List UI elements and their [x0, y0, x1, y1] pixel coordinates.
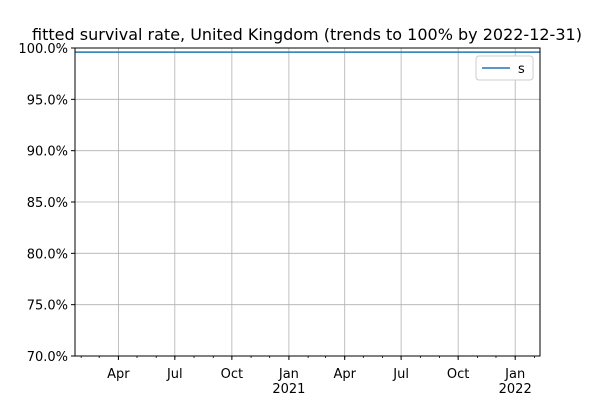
y-tick-label: 75.0% [27, 299, 68, 314]
x-tick-label: Jul [166, 367, 183, 382]
y-tick-label: 70.0% [27, 350, 68, 365]
legend-label-s: s [518, 62, 525, 77]
x-tick-label: Oct [221, 367, 243, 382]
x-tick-label: Jul [392, 367, 409, 382]
grid [75, 47, 540, 357]
x-tick-year-label: 2021 [272, 382, 305, 397]
y-tick-label: 95.0% [27, 93, 68, 108]
y-tick-label: 80.0% [27, 247, 68, 262]
y-axis: 70.0% 75.0% 80.0% 85.0% 90.0% 95.0% 100.0% [18, 42, 75, 365]
y-tick-label: 85.0% [27, 196, 68, 211]
x-tick-label: Jan [278, 367, 299, 382]
y-tick-label: 90.0% [27, 145, 68, 160]
chart-title: fitted survival rate, United Kingdom (tr… [32, 25, 582, 44]
x-tick-label: Oct [447, 367, 469, 382]
legend: s [475, 55, 534, 81]
x-tick-label: Jan [504, 367, 525, 382]
y-tick-label: 100.0% [18, 42, 68, 57]
x-tick-label: Apr [107, 367, 130, 382]
x-tick-year-label: 2022 [499, 382, 532, 397]
x-tick-label: Apr [333, 367, 356, 382]
